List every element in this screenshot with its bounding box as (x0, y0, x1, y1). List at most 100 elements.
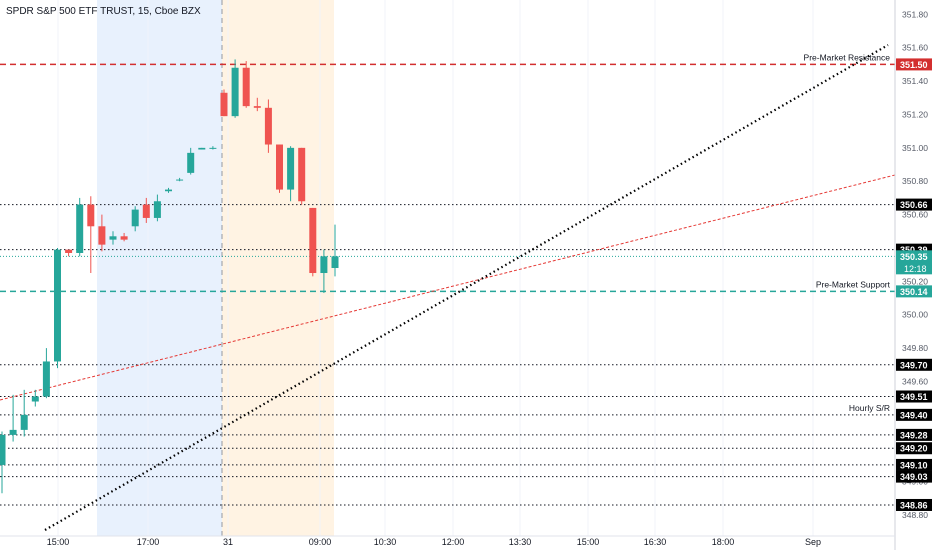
level-price-badge (896, 458, 932, 471)
level-price-label: 349.10 (900, 460, 928, 470)
time-axis[interactable]: 15:00 17:00 31 09:00 10:30 12:00 13:30 15:00 16:… (0, 535, 895, 547)
y-tick-label: 350.20 (902, 276, 928, 286)
level-price-label: 349.28 (900, 430, 928, 440)
candle-body (42, 361, 50, 397)
candle-body (0, 434, 6, 465)
candle (320, 249, 328, 294)
level-price-label: 350.39 (900, 245, 928, 255)
candle (0, 431, 6, 494)
y-tick-label: 350.60 (902, 210, 928, 220)
candle-body (165, 189, 172, 192)
x-tick-label: 17:00 (137, 537, 160, 547)
candle-body (309, 207, 317, 274)
candle-body (253, 106, 261, 108)
last-price-label: 350.35 (900, 252, 928, 262)
x-tick-label: Sep (805, 537, 821, 547)
candle-body (220, 92, 228, 117)
candle (264, 99, 272, 153)
candle (109, 231, 117, 245)
red-trend-line[interactable] (0, 174, 896, 401)
x-tick-label: 09:00 (309, 537, 332, 547)
y-tick-label: 351.40 (902, 76, 928, 86)
y-tick-label: 348.80 (902, 510, 928, 520)
early-session-bg (222, 0, 334, 536)
candle (142, 197, 150, 223)
black-trend-line[interactable] (44, 44, 889, 531)
candle (65, 249, 73, 257)
candle (165, 187, 172, 193)
candle-body (76, 204, 84, 253)
session-backgrounds (97, 0, 334, 536)
candle-body (320, 256, 328, 274)
candle (187, 147, 195, 175)
candle-body (209, 147, 217, 149)
level-price-label: 350.66 (900, 200, 928, 210)
candle-body (131, 209, 139, 227)
level-price-badge (896, 198, 932, 211)
level-price-label: 351.50 (900, 60, 928, 70)
y-tick-label: 350.80 (902, 176, 928, 186)
last-price-badge (896, 250, 932, 275)
candle (209, 146, 217, 150)
candle-body (298, 147, 306, 202)
candle-body (153, 201, 161, 218)
x-tick-label: 12:00 (442, 537, 465, 547)
candle (54, 247, 61, 369)
candle (331, 224, 339, 277)
candle (253, 97, 261, 112)
candle (242, 61, 250, 108)
level-annotation: Pre-Market Resistance (804, 52, 891, 62)
candle (231, 59, 239, 118)
candle-body (65, 249, 73, 253)
candle-body (31, 396, 39, 402)
y-tick-label: 349.80 (902, 343, 928, 353)
y-tick-label: 350.00 (902, 310, 928, 320)
candle-body (231, 67, 239, 117)
candle-body (98, 226, 106, 245)
level-price-label: 349.70 (900, 360, 928, 370)
price-axis[interactable]: 351.80 351.60 351.40 351.20 351.00 350.80 350.… (894, 0, 932, 550)
y-tick-label: 351.60 (902, 43, 928, 53)
candle (287, 146, 295, 202)
level-price-label: 349.51 (900, 392, 928, 402)
candle (76, 197, 84, 257)
candle (276, 144, 283, 193)
level-price-label: 348.86 (900, 500, 928, 510)
candle (131, 206, 139, 232)
candle (298, 147, 306, 205)
level-price-label: 350.14 (900, 287, 928, 297)
x-tick-label: 18:00 (712, 537, 735, 547)
level-annotation: Hourly S/R (849, 403, 890, 413)
level-price-label: 349.40 (900, 410, 928, 420)
level-price-badge (896, 498, 932, 511)
candle (153, 194, 161, 222)
y-tick-label: 351.00 (902, 143, 928, 153)
x-tick-label: 10:30 (374, 537, 397, 547)
candle (309, 207, 317, 277)
trend-lines[interactable] (0, 44, 896, 531)
grid (57, 0, 814, 536)
premarket-session-bg (97, 0, 222, 536)
candle (120, 232, 128, 242)
candles (0, 59, 339, 494)
countdown-label: 12:18 (904, 264, 927, 274)
candle-body (87, 204, 95, 227)
level-price-badge (896, 470, 932, 483)
candle (198, 147, 206, 150)
level-price-badge (896, 358, 932, 371)
candle-body (264, 107, 272, 145)
x-tick-label: 13:30 (509, 537, 532, 547)
level-price-badge (896, 428, 932, 441)
candle (176, 177, 184, 182)
candle-body (54, 249, 61, 362)
chart-title: SPDR S&P 500 ETF TRUST, 15, Cboe BZX (6, 6, 201, 17)
candle-body (276, 144, 283, 190)
candle (31, 389, 39, 407)
level-price-label: 349.03 (900, 472, 928, 482)
x-tick-label: 31 (223, 537, 233, 547)
candle-body (176, 179, 184, 181)
level-price-badge (896, 285, 932, 298)
x-tick-label: 15:00 (47, 537, 70, 547)
level-price-badge (896, 390, 932, 403)
